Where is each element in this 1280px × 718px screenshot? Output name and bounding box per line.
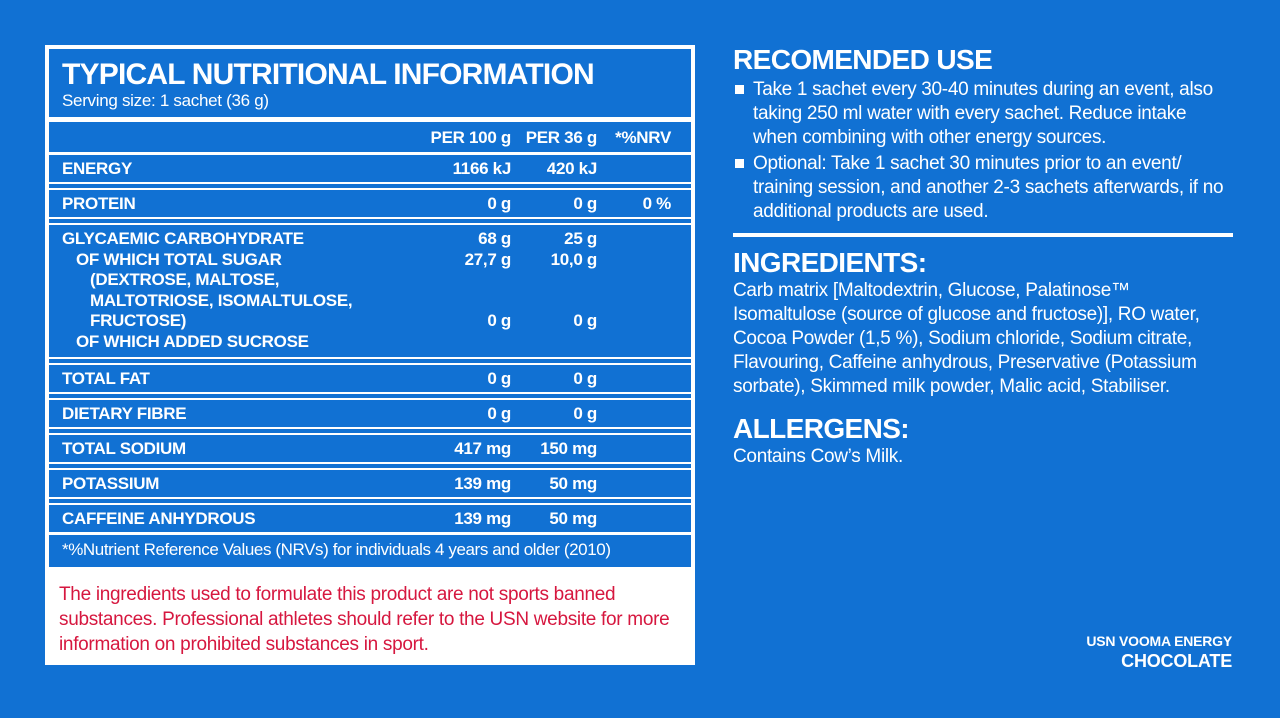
disclaimer-text: The ingredients used to formulate this p… bbox=[59, 584, 670, 655]
list-item: Take 1 sachet every 30-40 minutes during… bbox=[733, 78, 1233, 150]
divider bbox=[49, 117, 691, 122]
divider bbox=[49, 427, 691, 435]
table-row-total-fat: TOTAL FAT 0 g 0 g bbox=[62, 369, 597, 388]
recommended-use-list: Take 1 sachet every 30-40 minutes during… bbox=[733, 78, 1233, 224]
table-row-total-sugar: OF WHICH TOTAL SUGAR 27,7 g 10,0 g bbox=[76, 249, 597, 269]
flavor-name: CHOCOLATE bbox=[1121, 651, 1232, 671]
divider bbox=[49, 152, 691, 155]
ingredients-text: Carb matrix [Maltodextrin, Glucose, Pala… bbox=[733, 280, 1200, 397]
table-header-row: PER 100 g PER 36 g *%NRV bbox=[49, 122, 691, 152]
table-row-caffeine: CAFFEINE ANHYDROUS 139 mg 50 mg bbox=[62, 509, 597, 528]
table-row-protein: PROTEIN 0 g 0 g 0 % bbox=[62, 194, 671, 213]
nutrition-panel: TYPICAL NUTRITIONAL INFORMATION Serving … bbox=[45, 45, 695, 571]
sports-disclaimer-box: The ingredients used to formulate this p… bbox=[45, 567, 695, 665]
divider bbox=[49, 497, 691, 505]
right-column: RECOMENDED USE Take 1 sachet every 30-40… bbox=[733, 44, 1233, 469]
ingredients-title: INGREDIENTS: bbox=[733, 247, 927, 278]
serving-size: Serving size: 1 sachet (36 g) bbox=[62, 91, 269, 110]
divider bbox=[49, 357, 691, 365]
nrv-footnote: *%Nutrient Reference Values (NRVs) for i… bbox=[62, 540, 611, 559]
section-divider bbox=[733, 233, 1233, 237]
product-name: USN VOOMA ENERGY bbox=[1086, 633, 1232, 649]
table-row-sugar-detail-2: MALTOTRIOSE, ISOMALTULOSE, bbox=[90, 290, 353, 310]
table-row-sugar-detail-3: FRUCTOSE) 0 g 0 g bbox=[90, 311, 597, 330]
table-row-potassium: POTASSIUM 139 mg 50 mg bbox=[62, 474, 597, 493]
divider bbox=[49, 532, 691, 535]
table-row-sugar-detail-1: (DEXTROSE, MALTOSE, bbox=[90, 270, 280, 289]
square-bullet-icon bbox=[735, 85, 744, 94]
table-row-dietary-fibre: DIETARY FIBRE 0 g 0 g bbox=[62, 404, 597, 423]
column-header-per100: PER 100 g bbox=[430, 128, 512, 147]
divider bbox=[49, 217, 691, 225]
list-item: Optional: Take 1 sachet 30 minutes prior… bbox=[733, 152, 1233, 224]
recommended-use-title: RECOMENDED USE bbox=[733, 44, 993, 75]
square-bullet-icon bbox=[735, 159, 744, 168]
allergens-text: Contains Cow’s Milk. bbox=[733, 446, 903, 467]
table-row-energy: ENERGY 1166 kJ 420 kJ bbox=[62, 159, 597, 178]
column-header-nrv: *%NRV bbox=[615, 128, 671, 147]
column-header-per36: PER 36 g bbox=[525, 128, 598, 147]
divider bbox=[49, 392, 691, 400]
table-row-carbohydrate: GLYCAEMIC CARBOHYDRATE 68 g 25 g bbox=[62, 229, 597, 248]
table-row-total-sodium: TOTAL SODIUM 417 mg 150 mg bbox=[62, 439, 597, 458]
allergens-title: ALLERGENS: bbox=[733, 413, 910, 444]
nutrition-title: TYPICAL NUTRITIONAL INFORMATION bbox=[62, 58, 595, 91]
divider bbox=[49, 182, 691, 190]
product-branding: USN VOOMA ENERGY CHOCOLATE bbox=[1086, 632, 1232, 672]
divider bbox=[49, 462, 691, 470]
table-row-added-sucrose: OF WHICH ADDED SUCROSE bbox=[76, 331, 309, 351]
